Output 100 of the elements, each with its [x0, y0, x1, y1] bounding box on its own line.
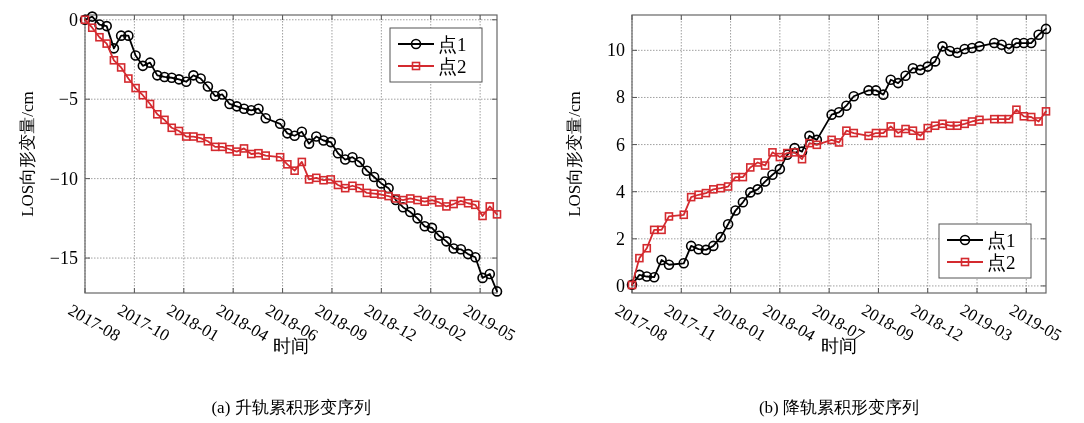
- point: [937, 41, 948, 52]
- point: [491, 286, 503, 297]
- point: [951, 47, 963, 58]
- point: [1033, 29, 1044, 41]
- point: [648, 271, 660, 283]
- point: [94, 19, 105, 30]
- point: [210, 142, 220, 152]
- point: [368, 171, 380, 183]
- point: [325, 136, 337, 148]
- y-axis-title: LOS向形变量/cm: [565, 91, 584, 217]
- point: [203, 136, 213, 146]
- point: [419, 220, 431, 232]
- point: [635, 253, 644, 263]
- point: [908, 126, 918, 135]
- point: [744, 187, 756, 198]
- point: [685, 240, 697, 252]
- point: [296, 126, 308, 138]
- point: [312, 173, 321, 183]
- point: [340, 183, 350, 193]
- point: [245, 105, 257, 116]
- point: [886, 122, 896, 131]
- point: [253, 103, 264, 115]
- point: [188, 70, 199, 81]
- legend-label: 点1: [987, 230, 1016, 251]
- point: [217, 89, 228, 100]
- point: [303, 138, 315, 149]
- y-tick-label: 6: [616, 134, 625, 155]
- point: [144, 57, 156, 68]
- point: [173, 74, 185, 85]
- point: [789, 142, 800, 154]
- point: [297, 157, 307, 167]
- point: [339, 154, 351, 165]
- point: [878, 89, 889, 100]
- point: [1012, 105, 1021, 115]
- point: [319, 175, 328, 185]
- point: [988, 37, 1000, 49]
- point: [834, 138, 844, 147]
- point: [209, 90, 221, 102]
- point: [826, 109, 837, 120]
- point: [929, 56, 941, 67]
- point: [1040, 23, 1052, 35]
- legend-label: 点2: [438, 56, 467, 77]
- point: [1018, 37, 1030, 49]
- point: [412, 213, 423, 224]
- point: [634, 269, 645, 281]
- point: [485, 202, 495, 211]
- point: [1034, 117, 1043, 126]
- point: [159, 71, 170, 83]
- point: [167, 123, 177, 133]
- point: [967, 117, 977, 126]
- point: [384, 191, 393, 201]
- point: [130, 50, 141, 61]
- point: [232, 147, 242, 156]
- point: [870, 85, 882, 96]
- point: [347, 151, 358, 163]
- point: [289, 130, 300, 142]
- point: [290, 166, 299, 175]
- point: [239, 144, 249, 153]
- point: [1025, 37, 1037, 49]
- point: [693, 243, 704, 255]
- point: [434, 198, 444, 207]
- point: [842, 126, 851, 135]
- point: [376, 178, 387, 189]
- y-tick-label: −15: [49, 248, 78, 269]
- point: [484, 268, 496, 280]
- point: [195, 73, 206, 84]
- point: [160, 115, 169, 125]
- point: [922, 61, 934, 72]
- y-axis-title: LOS向形变量/cm: [18, 91, 37, 217]
- point: [767, 169, 778, 181]
- point: [426, 222, 438, 234]
- point: [952, 121, 962, 131]
- y-tick-label: 10: [607, 40, 625, 61]
- point: [413, 195, 422, 205]
- point: [657, 225, 666, 235]
- point: [275, 152, 285, 162]
- point: [663, 259, 675, 271]
- point: [864, 131, 873, 141]
- point: [901, 124, 910, 134]
- point: [997, 114, 1006, 124]
- point: [332, 147, 344, 159]
- point: [115, 30, 127, 41]
- point: [1019, 112, 1029, 121]
- point: [871, 128, 881, 138]
- point: [137, 60, 149, 72]
- point: [775, 152, 785, 162]
- point: [701, 188, 711, 198]
- point: [180, 76, 192, 88]
- point: [442, 202, 451, 211]
- point: [944, 45, 956, 57]
- y-tick-label: 0: [616, 275, 625, 296]
- point: [108, 43, 120, 54]
- point: [463, 198, 473, 208]
- point: [397, 201, 409, 213]
- point: [664, 212, 674, 221]
- point: [804, 130, 815, 142]
- point: [361, 165, 373, 176]
- point: [261, 151, 270, 160]
- point: [656, 254, 667, 266]
- point: [966, 42, 978, 54]
